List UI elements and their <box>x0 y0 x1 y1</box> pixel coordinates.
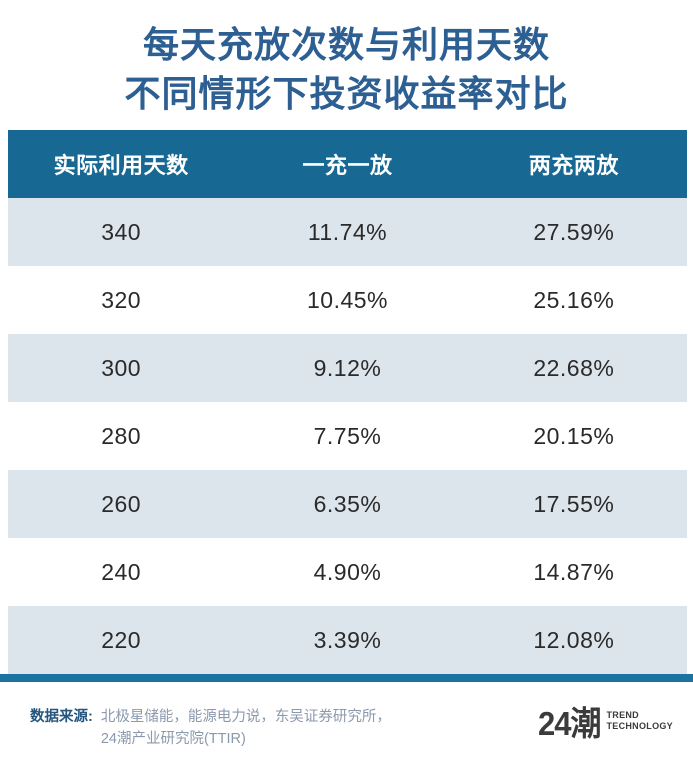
cell-days: 340 <box>101 218 142 245</box>
header-one-charge-one-discharge: 一充一放 <box>302 153 393 178</box>
cell-rate-one: 4.90% <box>313 558 382 585</box>
cell-days: 240 <box>101 558 142 585</box>
page-title-line1: 每天充放次数与利用天数 <box>142 24 550 65</box>
source-label: 数据来源: <box>30 709 93 725</box>
cell-rate-two: 27.59% <box>533 218 615 245</box>
data-table: 实际利用天数 一充一放 两充两放 340 11.74% 27.59% 320 1… <box>8 130 687 674</box>
table-row: 220 3.39% 12.08% <box>8 606 687 674</box>
source-line1: 北极星储能，能源电力说，东吴证券研究所， <box>100 709 391 725</box>
page-title: 每天充放次数与利用天数 不同情形下投资收益率对比 <box>0 0 693 118</box>
source-line2: 24潮产业研究院(TTIR) <box>100 731 246 747</box>
cell-rate-two: 17.55% <box>533 490 615 517</box>
table-row: 280 7.75% 20.15% <box>8 402 687 470</box>
logo-subtitle: TREND TECHNOLOGY <box>606 708 673 732</box>
footer: 数据来源: 北极星储能，能源电力说，东吴证券研究所， 24潮产业研究院(TTIR… <box>0 682 693 750</box>
cell-rate-one: 10.45% <box>306 286 388 313</box>
table-row: 300 9.12% 22.68% <box>8 334 687 402</box>
cell-rate-one: 3.39% <box>313 626 382 653</box>
cell-rate-two: 12.08% <box>533 626 615 653</box>
table-row: 340 11.74% 27.59% <box>8 198 687 266</box>
header-utilization-days: 实际利用天数 <box>53 153 189 178</box>
logo-wordmark: 24潮 <box>538 704 601 743</box>
source-text: 北极星储能，能源电力说，东吴证券研究所， 24潮产业研究院(TTIR) <box>101 706 391 750</box>
table-row: 260 6.35% 17.55% <box>8 470 687 538</box>
logo-subtitle-line2: TECHNOLOGY <box>606 721 673 731</box>
cell-rate-two: 14.87% <box>533 558 615 585</box>
cell-rate-two: 25.16% <box>533 286 615 313</box>
cell-rate-one: 9.12% <box>313 354 382 381</box>
cell-rate-one: 6.35% <box>313 490 382 517</box>
data-source: 数据来源: 北极星储能，能源电力说，东吴证券研究所， 24潮产业研究院(TTIR… <box>30 706 391 750</box>
cell-days: 260 <box>101 490 142 517</box>
table-row: 240 4.90% 14.87% <box>8 538 687 606</box>
cell-days: 300 <box>101 354 142 381</box>
table-header-row: 实际利用天数 一充一放 两充两放 <box>8 130 687 198</box>
cell-rate-two: 20.15% <box>533 422 615 449</box>
brand-logo: 24潮 TREND TECHNOLOGY <box>538 704 673 743</box>
bottom-divider-bar <box>0 674 693 682</box>
header-two-charge-two-discharge: 两充两放 <box>528 153 619 178</box>
logo-subtitle-line1: TREND <box>606 710 639 720</box>
cell-days: 280 <box>101 422 142 449</box>
page-title-line2: 不同情形下投资收益率对比 <box>124 73 569 114</box>
cell-rate-one: 11.74% <box>307 218 388 245</box>
table-row: 320 10.45% 25.16% <box>8 266 687 334</box>
cell-rate-one: 7.75% <box>313 422 382 449</box>
cell-rate-two: 22.68% <box>533 354 615 381</box>
cell-days: 220 <box>101 626 142 653</box>
cell-days: 320 <box>101 286 142 313</box>
